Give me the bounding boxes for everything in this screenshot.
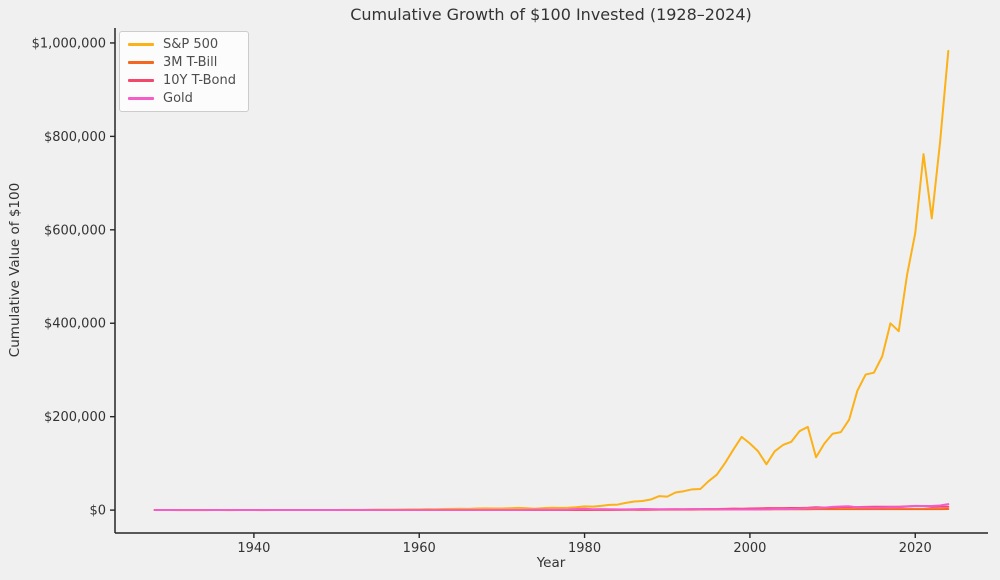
legend-label-3m-t-bill: 3M T-Bill: [163, 55, 218, 70]
legend-swatch-10y-t-bond: [128, 79, 154, 82]
x-tick-label: 2020: [899, 541, 932, 556]
x-tick-label: 2000: [733, 541, 766, 556]
legend-swatch-s-p-500: [128, 43, 154, 46]
legend-swatch-gold: [128, 97, 154, 100]
legend-swatch-3m-t-bill: [128, 61, 154, 64]
legend-item-s-p-500: S&P 500: [128, 37, 236, 52]
legend-label-gold: Gold: [163, 91, 193, 106]
legend-label-10y-t-bond: 10Y T-Bond: [163, 73, 236, 88]
chart-legend: S&P 500 3M T-Bill 10Y T-Bond Gold: [119, 31, 249, 112]
y-tick-label: $800,000: [44, 130, 106, 145]
y-axis-label: Cumulative Value of $100: [7, 183, 23, 357]
legend-item-3m-t-bill: 3M T-Bill: [128, 55, 236, 70]
x-tick-label: 1960: [403, 541, 436, 556]
y-tick-label: $0: [89, 504, 106, 519]
x-tick-label: 1980: [568, 541, 601, 556]
x-axis-label: Year: [536, 555, 566, 571]
y-tick-label: $600,000: [44, 223, 106, 238]
series-line-gold: [153, 503, 950, 512]
y-tick-label: $200,000: [44, 410, 106, 425]
legend-label-s-p-500: S&P 500: [163, 37, 219, 52]
y-tick-label: $400,000: [44, 317, 106, 332]
legend-item-10y-t-bond: 10Y T-Bond: [128, 73, 236, 88]
x-tick-label: 1940: [237, 541, 270, 556]
plot-area: $0 $200,000 $400,000 $600,000 $800,000 $1,000…: [32, 28, 988, 556]
y-tick-label: $1,000,000: [32, 36, 106, 51]
legend-item-gold: Gold: [128, 91, 236, 106]
chart-title: Cumulative Growth of $100 Invested (1928…: [350, 5, 752, 24]
